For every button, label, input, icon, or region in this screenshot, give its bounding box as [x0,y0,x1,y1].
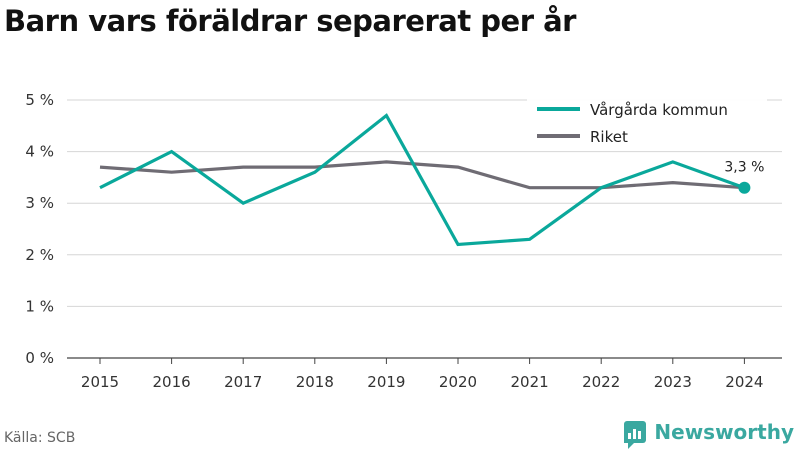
legend-background [527,94,767,150]
y-tick-label: 4 % [25,143,54,161]
x-tick-label: 2017 [224,373,262,391]
x-tick-label: 2018 [296,373,334,391]
source-note: Källa: SCB [4,430,76,446]
y-tick-label: 5 % [25,91,54,109]
last-point-marker [738,181,751,194]
series-line-vargarda [99,113,745,247]
legend-label: Vårgårda kommun [590,101,728,119]
legend-label: Riket [590,128,628,146]
y-tick-label: 0 % [25,349,54,367]
newsworthy-logo-icon [624,421,647,449]
x-tick-label: 2016 [153,373,191,391]
y-tick-label: 3 % [25,194,54,212]
x-tick-label: 2024 [725,373,763,391]
x-tick-label: 2015 [81,373,119,391]
y-tick-label: 1 % [25,297,54,315]
x-tick-label: 2021 [511,373,549,391]
x-tick-label: 2022 [582,373,620,391]
brand-logo: Newsworthy [624,420,794,449]
x-tick-label: 2023 [654,373,692,391]
x-tick-label: 2020 [439,373,477,391]
brand-name: Newsworthy [654,420,794,444]
data-label: 3,3 % [724,160,764,176]
series-line-riket [99,160,745,190]
y-tick-label: 2 % [25,246,54,264]
x-tick-label: 2019 [367,373,405,391]
chart-title: Barn vars föräldrar separerat per år [4,4,576,38]
